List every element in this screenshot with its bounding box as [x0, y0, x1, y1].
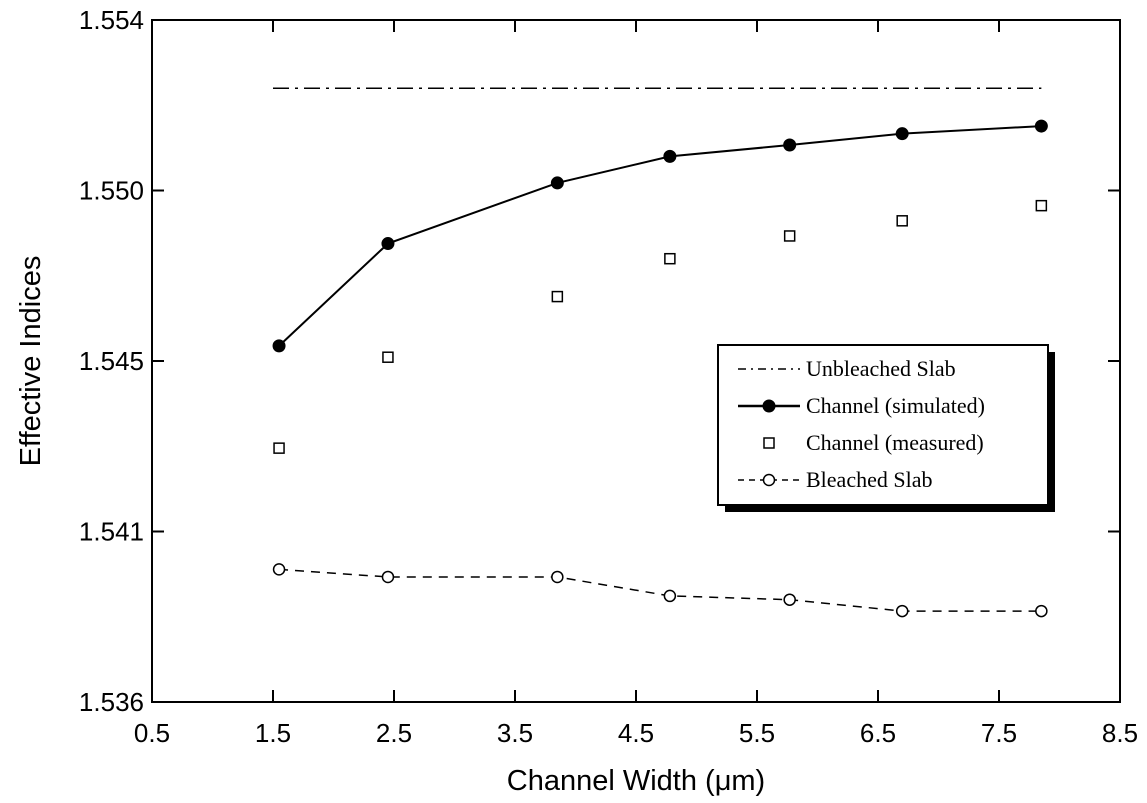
data-point	[663, 589, 677, 603]
series-1	[272, 119, 1048, 353]
y-tick-label: 1.550	[79, 176, 144, 206]
data-point	[664, 252, 676, 265]
legend-label: Channel (measured)	[806, 430, 984, 455]
data-point	[382, 351, 394, 363]
y-tick-label: 1.541	[79, 517, 144, 547]
x-tick-label: 8.5	[1102, 718, 1138, 748]
x-tick-label: 1.5	[255, 718, 291, 748]
data-point	[551, 570, 564, 584]
series-2	[273, 199, 1048, 454]
series-line	[278, 125, 1042, 347]
data-point	[895, 604, 909, 618]
x-axis: 0.5 1.5 2.5 3.5 4.5 5.5 6.5 7.5 8.5	[134, 20, 1138, 748]
data-point	[381, 237, 395, 251]
data-point	[896, 215, 908, 227]
x-tick-label: 0.5	[134, 718, 170, 748]
x-tick-label: 5.5	[739, 718, 775, 748]
legend-swatch-marker	[762, 399, 776, 413]
data-point	[1035, 199, 1048, 212]
legend-label: Unbleached Slab	[806, 356, 956, 381]
legend-swatch-marker	[763, 437, 775, 449]
x-tick-label: 3.5	[497, 718, 533, 748]
x-tick-label: 7.5	[981, 718, 1017, 748]
data-point	[273, 442, 285, 454]
x-tick-label: 6.5	[860, 718, 896, 748]
data-point	[783, 593, 796, 606]
y-tick-label: 1.554	[79, 5, 144, 35]
data-point	[663, 149, 677, 163]
y-tick-label: 1.536	[79, 687, 144, 717]
y-tick-label: 1.545	[79, 346, 144, 376]
legend-swatch-marker	[762, 473, 776, 487]
data-point	[783, 230, 796, 242]
data-point	[272, 563, 286, 576]
legend-box	[717, 344, 1049, 506]
series-3	[272, 563, 1048, 618]
x-axis-title: Channel Width (μm)	[507, 765, 765, 797]
data-point	[895, 127, 909, 141]
y-axis-title: Effective Indices	[15, 256, 47, 467]
legend-label: Channel (simulated)	[806, 393, 985, 418]
x-tick-label: 2.5	[376, 718, 412, 748]
data-point	[783, 138, 797, 152]
data-point	[550, 176, 564, 190]
legend-label: Bleached Slab	[806, 467, 932, 492]
y-axis: 1.536 1.541 1.545 1.550 1.554	[79, 5, 1120, 717]
series-layer	[272, 87, 1048, 618]
data-point	[272, 339, 286, 353]
data-point	[381, 570, 395, 584]
legend: Unbleached Slab Channel (simulated) Channe…	[717, 344, 1055, 512]
x-tick-label: 4.5	[618, 718, 654, 748]
data-point	[1035, 604, 1048, 618]
data-point	[1034, 119, 1048, 133]
data-point	[551, 290, 564, 303]
